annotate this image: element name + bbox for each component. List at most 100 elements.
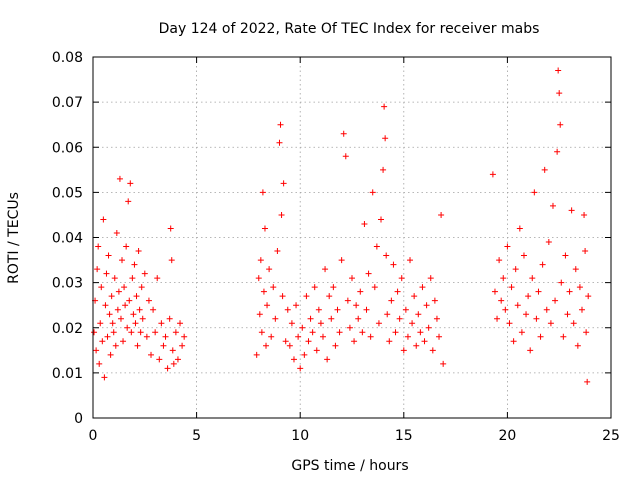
data-point xyxy=(266,266,273,273)
data-point xyxy=(520,252,527,259)
data-point xyxy=(135,248,142,255)
data-point xyxy=(582,248,589,255)
data-point xyxy=(425,324,432,331)
data-point xyxy=(496,257,503,264)
data-point xyxy=(525,293,532,300)
data-point xyxy=(158,320,165,327)
data-point xyxy=(552,297,559,304)
data-point xyxy=(547,320,554,327)
data-point xyxy=(562,252,569,259)
data-point xyxy=(384,311,391,318)
data-point xyxy=(576,284,583,291)
data-point xyxy=(346,324,353,331)
data-point xyxy=(402,306,409,313)
data-point xyxy=(568,207,575,214)
data-point xyxy=(543,306,550,313)
data-point xyxy=(498,297,505,304)
data-point xyxy=(96,360,103,367)
data-point xyxy=(518,329,525,336)
y-axis-label: ROTI / TECUs xyxy=(6,192,22,284)
data-point xyxy=(117,315,124,322)
x-tick-label: 25 xyxy=(602,428,620,444)
y-tick-label: 0.03 xyxy=(52,276,83,292)
x-tick-label: 20 xyxy=(498,428,516,444)
data-point xyxy=(181,333,188,340)
data-point xyxy=(168,257,175,264)
data-point xyxy=(152,329,159,336)
data-point xyxy=(523,311,530,318)
data-point xyxy=(396,315,403,322)
data-point xyxy=(102,302,109,309)
data-point xyxy=(264,302,271,309)
data-point xyxy=(277,121,284,128)
grid xyxy=(93,57,611,418)
data-point xyxy=(255,275,262,282)
data-point xyxy=(115,288,122,295)
data-point xyxy=(381,103,388,110)
data-points xyxy=(91,67,592,385)
data-point xyxy=(584,378,591,385)
y-tick-label: 0.02 xyxy=(52,321,83,337)
data-point xyxy=(549,202,556,209)
data-point xyxy=(174,356,181,363)
data-point xyxy=(317,320,324,327)
data-point xyxy=(95,243,102,250)
data-point xyxy=(570,320,577,327)
data-point xyxy=(141,270,148,277)
data-point xyxy=(330,284,337,291)
data-point xyxy=(407,257,414,264)
data-point xyxy=(489,171,496,178)
data-point xyxy=(119,257,126,264)
data-point xyxy=(560,333,567,340)
data-point xyxy=(164,365,171,372)
data-point xyxy=(537,333,544,340)
data-point xyxy=(332,342,339,349)
data-point xyxy=(94,266,101,273)
data-point xyxy=(313,347,320,354)
data-point xyxy=(257,257,264,264)
data-point xyxy=(167,225,174,232)
data-point xyxy=(431,297,438,304)
data-point xyxy=(93,347,100,354)
data-point xyxy=(105,252,112,259)
data-point xyxy=(122,302,129,309)
data-point xyxy=(101,374,108,381)
data-point xyxy=(583,329,590,336)
data-point xyxy=(166,315,173,322)
data-point xyxy=(516,225,523,232)
data-point xyxy=(129,275,136,282)
x-tick-label: 0 xyxy=(89,428,98,444)
data-point xyxy=(361,220,368,227)
data-point xyxy=(529,275,536,282)
data-point xyxy=(259,189,266,196)
data-point xyxy=(355,315,362,322)
data-point xyxy=(126,297,133,304)
plot-frame xyxy=(92,56,612,419)
data-point xyxy=(440,360,447,367)
data-point xyxy=(120,338,127,345)
data-point xyxy=(112,342,119,349)
axis-ticks: 0 5 10 15 20 25 0 0.01 0.02 0.03 0.04 0.05 0.06 0.07 0… xyxy=(52,50,620,444)
data-point xyxy=(261,225,268,232)
data-point xyxy=(290,356,297,363)
data-point xyxy=(279,293,286,300)
data-point xyxy=(138,284,145,291)
data-point xyxy=(527,347,534,354)
data-point xyxy=(353,302,360,309)
data-point xyxy=(427,275,434,282)
data-point xyxy=(558,279,565,286)
data-point xyxy=(359,329,366,336)
data-point xyxy=(413,342,420,349)
data-point xyxy=(419,284,426,291)
data-point xyxy=(270,284,277,291)
data-point xyxy=(340,130,347,137)
data-point xyxy=(557,121,564,128)
data-point xyxy=(107,351,114,358)
data-point xyxy=(433,315,440,322)
data-point xyxy=(394,288,401,295)
data-point xyxy=(539,261,546,268)
data-point xyxy=(114,306,121,313)
data-point xyxy=(97,320,104,327)
data-point xyxy=(111,275,118,282)
